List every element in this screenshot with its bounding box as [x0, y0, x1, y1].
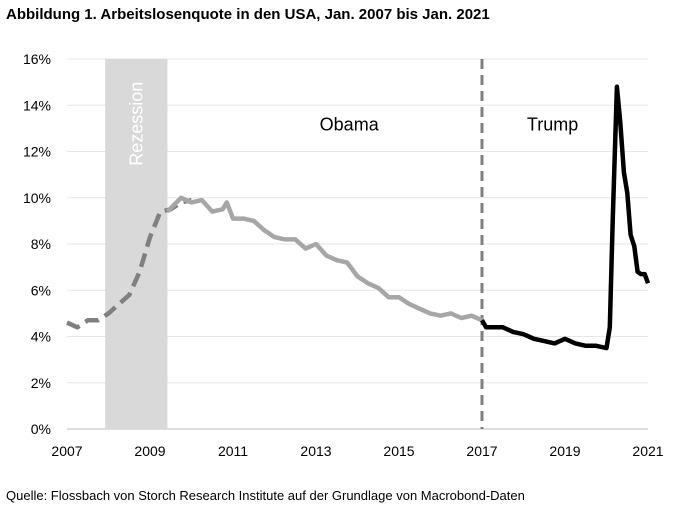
- y-tick-label: 4%: [31, 329, 51, 345]
- chart-title: Abbildung 1. Arbeitslosenquote in den US…: [6, 6, 490, 23]
- x-tick-label: 2011: [218, 443, 248, 459]
- x-tick-label: 2019: [549, 443, 580, 459]
- x-tick-label: 2021: [632, 443, 663, 459]
- trump-annotation: Trump: [527, 115, 578, 135]
- obama-annotation: Obama: [320, 115, 380, 135]
- y-tick-label: 6%: [31, 282, 51, 298]
- x-tick-label: 2015: [383, 443, 414, 459]
- x-tick-label: 2007: [51, 443, 82, 459]
- y-tick-label: 8%: [31, 236, 51, 252]
- y-tick-label: 12%: [23, 144, 51, 160]
- recession-band: [105, 59, 168, 429]
- y-tick-label: 2%: [31, 375, 51, 391]
- x-axis-ticks: 2007 2009 2011 2013 2015 2017 2019 2021: [51, 443, 663, 459]
- source-note: Quelle: Flossbach von Storch Research In…: [6, 488, 525, 503]
- series-lines: [66, 84, 651, 351]
- x-tick-label: 2017: [466, 443, 497, 459]
- series-line-trump: [480, 84, 651, 351]
- x-tick-label: 2013: [300, 443, 331, 459]
- x-tick-label: 2009: [134, 443, 165, 459]
- y-tick-label: 10%: [23, 190, 51, 206]
- y-tick-label: 0%: [31, 421, 51, 437]
- y-tick-label: 14%: [23, 97, 51, 113]
- unemployment-line-chart: Rezession 0%2%4%6%8%10%12%14%16% 2007 200…: [23, 51, 664, 459]
- series-line-obama: [165, 195, 483, 323]
- recession-label: Rezession: [126, 82, 146, 166]
- y-tick-label: 16%: [23, 51, 51, 67]
- y-axis-ticks: 0% 2% 4% 6% 8% 10% 12% 14% 16%: [23, 51, 51, 437]
